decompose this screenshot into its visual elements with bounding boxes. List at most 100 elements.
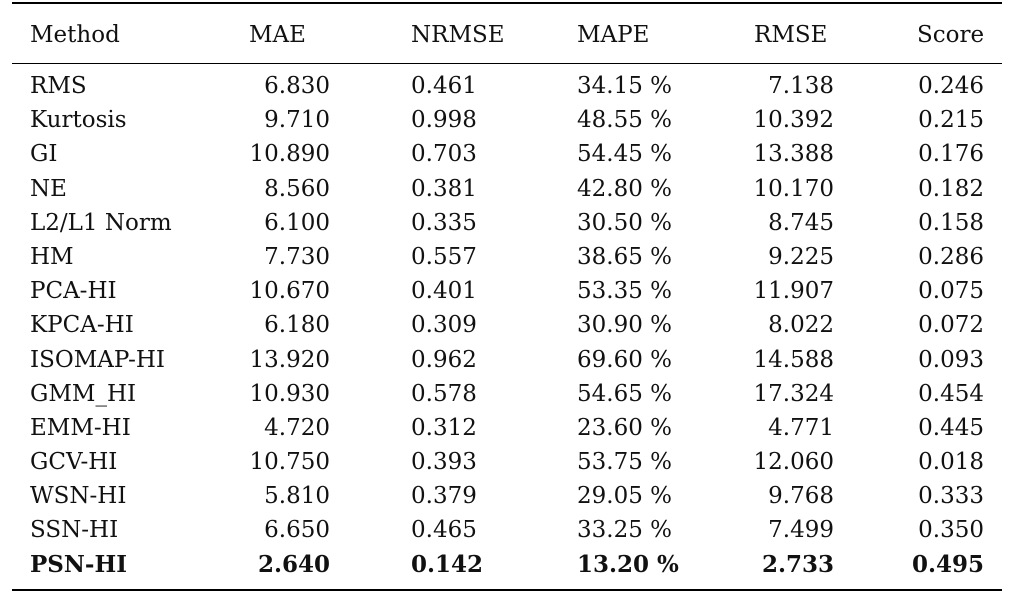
cell-rmse: 9.768 xyxy=(768,483,834,510)
cell-score: 0.182 xyxy=(918,175,984,202)
cell-method: HM xyxy=(30,243,74,270)
cell-nrmse: 0.309 xyxy=(411,312,477,339)
table-row: GMM_HI 10.930 0.578 54.65 % 17.324 0.454 xyxy=(12,379,1002,413)
cell-mae: 2.640 xyxy=(257,550,330,578)
cell-score: 0.176 xyxy=(918,141,984,168)
cell-rmse: 8.745 xyxy=(768,209,834,236)
cell-method: L2/L1 Norm xyxy=(30,209,172,236)
cell-rmse: 11.907 xyxy=(753,278,834,305)
cell-nrmse: 0.142 xyxy=(411,550,484,578)
table-row: GCV-HI 10.750 0.393 53.75 % 12.060 0.018 xyxy=(12,447,1002,481)
table-bottom-rule xyxy=(12,589,1002,591)
cell-rmse: 8.022 xyxy=(768,312,834,339)
cell-nrmse: 0.578 xyxy=(411,380,477,407)
cell-score: 0.158 xyxy=(918,209,984,236)
cell-rmse: 14.588 xyxy=(753,346,834,373)
cell-mae: 6.180 xyxy=(264,312,330,339)
cell-nrmse: 0.379 xyxy=(411,483,477,510)
cell-mape: 33.25 % xyxy=(577,517,673,544)
cell-mape: 38.65 % xyxy=(577,243,673,270)
cell-rmse: 7.138 xyxy=(768,73,834,99)
table-row: L2/L1 Norm 6.100 0.335 30.50 % 8.745 0.158 xyxy=(12,208,1002,242)
cell-method: SSN-HI xyxy=(30,517,119,544)
table-body: RMS 6.830 0.461 34.15 % 7.138 0.246 Kurtosis 9.… xyxy=(12,71,1002,584)
table-row: SSN-HI 6.650 0.465 33.25 % 7.499 0.350 xyxy=(12,515,1002,549)
cell-rmse: 17.324 xyxy=(753,380,834,407)
cell-mape: 53.35 % xyxy=(577,278,673,305)
cell-method: PSN-HI xyxy=(30,550,127,578)
cell-mae: 7.730 xyxy=(264,243,330,270)
cell-mae: 8.560 xyxy=(264,175,330,202)
cell-mape: 54.45 % xyxy=(577,141,673,168)
cell-method: KPCA-HI xyxy=(30,312,134,339)
cell-mape: 69.60 % xyxy=(577,346,673,373)
cell-rmse: 12.060 xyxy=(753,449,834,476)
cell-score: 0.215 xyxy=(918,107,984,134)
cell-nrmse: 0.401 xyxy=(411,278,477,305)
cell-mae: 10.890 xyxy=(249,141,330,168)
cell-rmse: 4.771 xyxy=(768,414,834,441)
cell-nrmse: 0.998 xyxy=(411,107,477,134)
cell-method: GMM_HI xyxy=(30,380,137,407)
cell-method: EMM-HI xyxy=(30,414,131,441)
table-row: EMM-HI 4.720 0.312 23.60 % 4.771 0.445 xyxy=(12,413,1002,447)
cell-nrmse: 0.393 xyxy=(411,449,477,476)
cell-method: WSN-HI xyxy=(30,483,127,510)
cell-method: GI xyxy=(30,141,58,168)
cell-mape: 30.50 % xyxy=(577,209,673,236)
cell-method: RMS xyxy=(30,73,87,99)
cell-nrmse: 0.465 xyxy=(411,517,477,544)
header-rmse: RMSE xyxy=(754,22,828,48)
cell-mape: 34.15 % xyxy=(577,73,673,99)
cell-mape: 54.65 % xyxy=(577,380,673,407)
table-row: KPCA-HI 6.180 0.309 30.90 % 8.022 0.072 xyxy=(12,310,1002,344)
cell-score: 0.495 xyxy=(911,550,984,578)
header-nrmse: NRMSE xyxy=(411,22,505,48)
table-row: RMS 6.830 0.461 34.15 % 7.138 0.246 xyxy=(12,71,1002,105)
cell-mape: 42.80 % xyxy=(577,175,673,202)
cell-nrmse: 0.335 xyxy=(411,209,477,236)
cell-mae: 4.720 xyxy=(264,414,330,441)
header-mape: MAPE xyxy=(577,22,650,48)
cell-score: 0.246 xyxy=(918,73,984,99)
cell-mape: 29.05 % xyxy=(577,483,673,510)
cell-mae: 9.710 xyxy=(264,107,330,134)
cell-method: Kurtosis xyxy=(30,107,127,134)
cell-mae: 6.100 xyxy=(264,209,330,236)
cell-method: ISOMAP-HI xyxy=(30,346,165,373)
table-row: NE 8.560 0.381 42.80 % 10.170 0.182 xyxy=(12,174,1002,208)
table-row: PCA-HI 10.670 0.401 53.35 % 11.907 0.075 xyxy=(12,276,1002,310)
cell-score: 0.286 xyxy=(918,243,984,270)
table-header-row: Method MAE NRMSE MAPE RMSE Score xyxy=(12,20,1002,50)
table-row: PSN-HI 2.640 0.142 13.20 % 2.733 0.495 xyxy=(12,550,1002,584)
cell-rmse: 10.392 xyxy=(753,107,834,134)
cell-mae: 6.650 xyxy=(264,517,330,544)
cell-score: 0.072 xyxy=(918,312,984,339)
table-row: Kurtosis 9.710 0.998 48.55 % 10.392 0.215 xyxy=(12,105,1002,139)
cell-rmse: 10.170 xyxy=(753,175,834,202)
cell-mae: 5.810 xyxy=(264,483,330,510)
header-method: Method xyxy=(30,22,120,48)
cell-method: NE xyxy=(30,175,67,202)
table-row: ISOMAP-HI 13.920 0.962 69.60 % 14.588 0.093 xyxy=(12,345,1002,379)
cell-nrmse: 0.557 xyxy=(411,243,477,270)
cell-mape: 30.90 % xyxy=(577,312,673,339)
cell-rmse: 2.733 xyxy=(761,550,834,578)
table-row: HM 7.730 0.557 38.65 % 9.225 0.286 xyxy=(12,242,1002,276)
cell-score: 0.445 xyxy=(918,414,984,441)
cell-score: 0.333 xyxy=(918,483,984,510)
header-score: Score xyxy=(917,22,985,48)
table-row: GI 10.890 0.703 54.45 % 13.388 0.176 xyxy=(12,139,1002,173)
cell-nrmse: 0.312 xyxy=(411,414,477,441)
cell-mae: 6.830 xyxy=(264,73,330,99)
cell-mae: 10.750 xyxy=(249,449,330,476)
cell-mae: 10.930 xyxy=(249,380,330,407)
cell-nrmse: 0.703 xyxy=(411,141,477,168)
cell-rmse: 13.388 xyxy=(753,141,834,168)
cell-score: 0.350 xyxy=(918,517,984,544)
table-row: WSN-HI 5.810 0.379 29.05 % 9.768 0.333 xyxy=(12,481,1002,515)
cell-mape: 13.20 % xyxy=(577,550,679,578)
table-header-rule xyxy=(12,63,1002,64)
cell-score: 0.093 xyxy=(918,346,984,373)
cell-nrmse: 0.962 xyxy=(411,346,477,373)
